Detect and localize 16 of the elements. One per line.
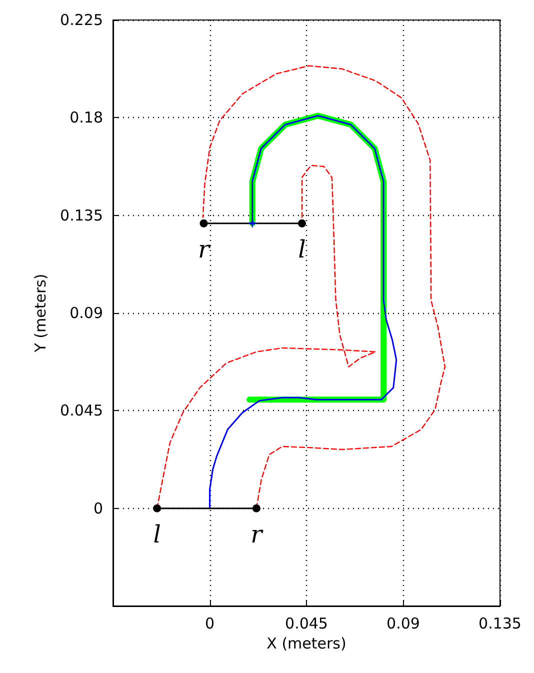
x-tick-label: 0.09 xyxy=(386,614,420,632)
annotation: l xyxy=(153,520,161,548)
annotation: r xyxy=(250,520,264,548)
annotation: l xyxy=(298,235,306,264)
x-tick-label: 0 xyxy=(204,614,215,632)
y-tick-label: 0.225 xyxy=(60,11,103,29)
y-tick-label: 0 xyxy=(93,499,103,518)
y-tick-label: 0.135 xyxy=(60,206,103,224)
x-tick-label: 0.135 xyxy=(478,614,522,632)
x-tick-label: 0.045 xyxy=(285,614,328,632)
x-axis-title: X (meters) xyxy=(266,634,346,652)
y-tick-label: 0.18 xyxy=(70,108,103,127)
y-axis-title: Y (meters) xyxy=(32,274,50,354)
annotation: r xyxy=(198,235,211,264)
y-tick-label: 0.09 xyxy=(70,304,103,322)
y-tick-label: 0.045 xyxy=(60,402,103,420)
